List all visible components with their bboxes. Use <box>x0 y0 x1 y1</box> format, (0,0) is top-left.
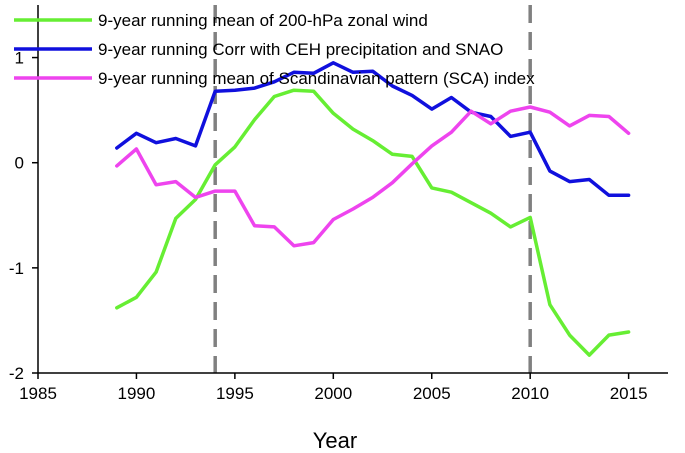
y-tick-label-0: 0 <box>15 154 24 173</box>
plot-background <box>38 5 668 373</box>
legend-label-sca: 9-year running mean of Scandinavian patt… <box>98 69 535 88</box>
x-axis-title: Year <box>313 428 357 453</box>
x-tick-label-2005: 2005 <box>413 384 451 403</box>
x-tick-label-2000: 2000 <box>314 384 352 403</box>
y-tick-label-1: 1 <box>15 49 24 68</box>
reference-lines <box>213 5 532 373</box>
legend-label-corr: 9-year running Corr with CEH precipitati… <box>98 40 503 59</box>
x-tick-label-2015: 2015 <box>610 384 648 403</box>
plot-area <box>38 5 668 373</box>
y-tick-label--1: -1 <box>9 259 24 278</box>
series-line-1 <box>115 61 631 198</box>
x-tick-label-1990: 1990 <box>118 384 156 403</box>
x-tick-label-1985: 1985 <box>19 384 57 403</box>
series-line-0 <box>115 88 631 357</box>
legend: 9-year running mean of 200-hPa zonal win… <box>14 11 535 88</box>
x-tick-label-2010: 2010 <box>511 384 549 403</box>
series-line-2 <box>115 105 631 248</box>
y-tick-label--2: -2 <box>9 364 24 383</box>
axes: 1985 1990 1995 2000 2005 2010 2015 -2 -1 0 1 <box>9 5 668 403</box>
series-lines <box>115 61 631 357</box>
legend-label-zonal-wind: 9-year running mean of 200-hPa zonal win… <box>98 11 428 30</box>
x-tick-label-1995: 1995 <box>216 384 254 403</box>
